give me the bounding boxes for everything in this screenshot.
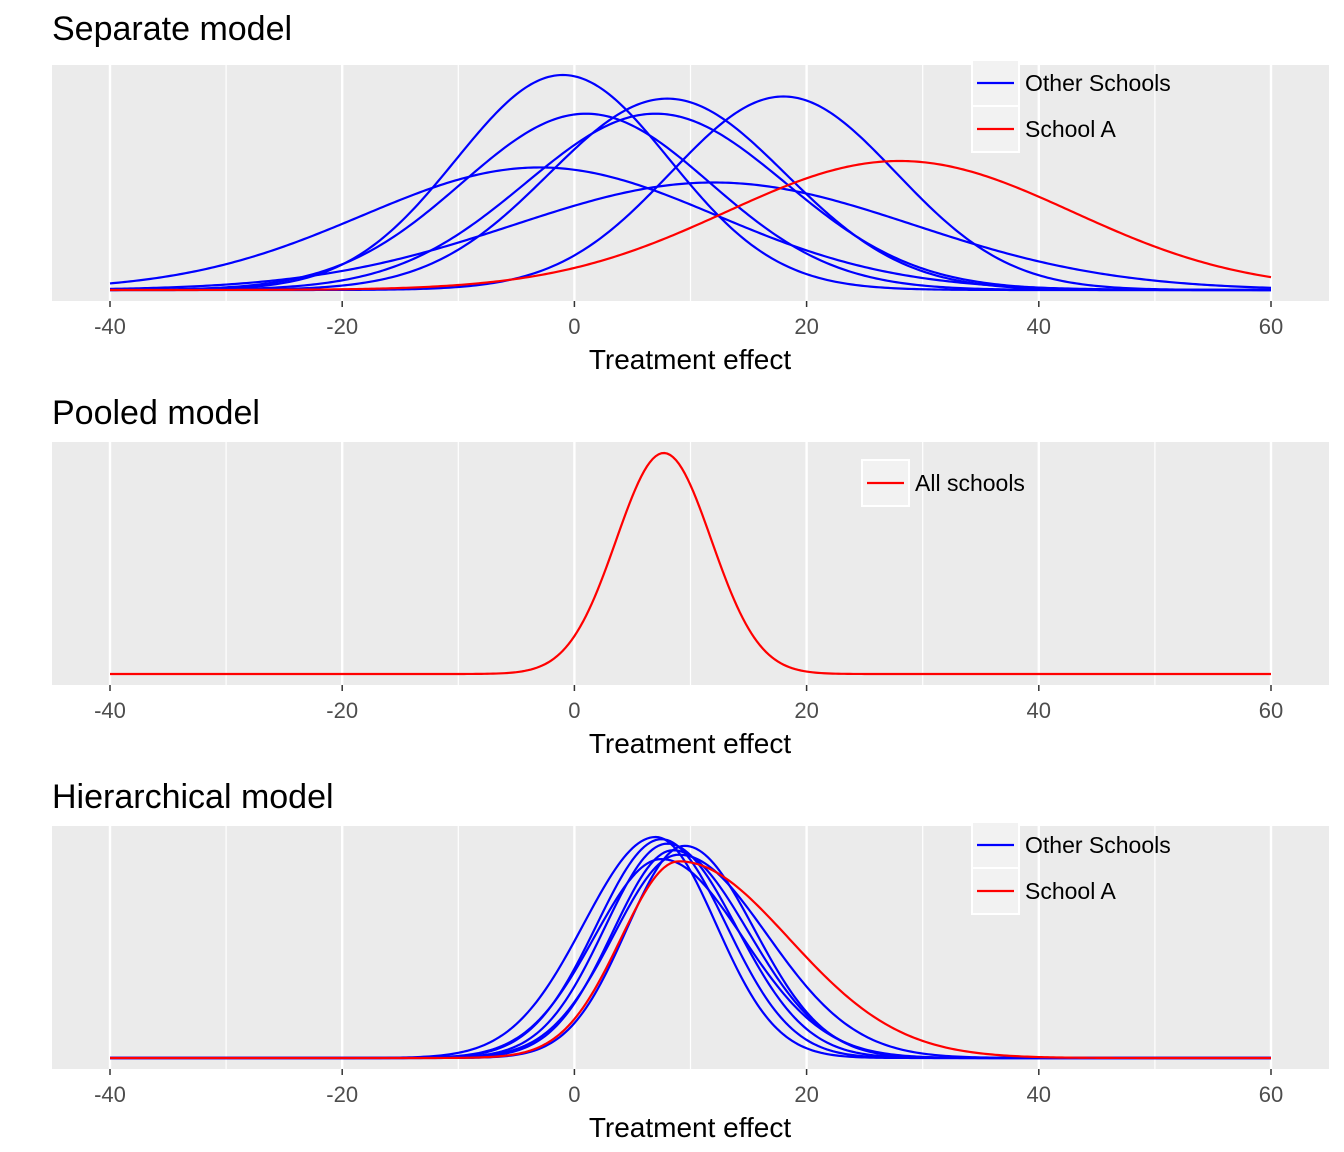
density-curve-other-school	[109, 181, 1272, 290]
x-tick-label: -20	[326, 1082, 358, 1107]
x-tick-label: 0	[568, 1082, 580, 1107]
x-tick-label: 20	[794, 1082, 818, 1107]
panel-hierarchical-model: Hierarchical model -40 -20 0 20 40 60 Treatme…	[52, 778, 1329, 1143]
x-tick-label: 60	[1259, 314, 1283, 339]
legend-label: All schools	[915, 470, 1025, 496]
x-axis-label: Treatment effect	[589, 728, 792, 759]
density-curve-school-a	[110, 860, 1271, 1060]
panel-separate-model: Separate model -40 -20 0 20 40 60 Treatment e…	[52, 10, 1329, 375]
density-curve-school-a	[110, 159, 1272, 292]
x-tick-label: 60	[1259, 1082, 1283, 1107]
x-axis-ticks: -40 -20 0 20 40 60	[94, 685, 1283, 723]
x-axis-label: Treatment effect	[589, 344, 792, 375]
panel-title: Hierarchical model	[52, 778, 334, 816]
grid-lines	[108, 826, 1273, 1069]
x-tick-label: 40	[1027, 698, 1051, 723]
legend: All schools	[861, 459, 1025, 507]
x-tick-label: 0	[568, 698, 580, 723]
panel-title: Separate model	[52, 10, 292, 48]
x-tick-label: 20	[794, 698, 818, 723]
grid-lines	[108, 442, 1273, 685]
x-axis-ticks: -40 -20 0 20 40 60	[94, 301, 1283, 339]
x-tick-label: 40	[1027, 314, 1051, 339]
density-curves	[110, 451, 1271, 676]
x-axis-label: Treatment effect	[589, 1112, 792, 1143]
x-tick-label: -20	[326, 314, 358, 339]
x-tick-label: -20	[326, 698, 358, 723]
x-tick-label: -40	[94, 698, 126, 723]
legend-label: School A	[1025, 878, 1116, 904]
x-tick-label: -40	[94, 314, 126, 339]
x-tick-label: 0	[568, 314, 580, 339]
legend-label: School A	[1025, 116, 1116, 142]
legend-label: Other Schools	[1025, 832, 1171, 858]
x-tick-label: 60	[1259, 698, 1283, 723]
density-curves	[109, 73, 1272, 292]
legend: Other Schools School A	[971, 59, 1171, 153]
x-axis-ticks: -40 -20 0 20 40 60	[94, 1069, 1283, 1107]
panel-title: Pooled model	[52, 394, 260, 432]
x-tick-label: -40	[94, 1082, 126, 1107]
x-tick-label: 20	[794, 314, 818, 339]
panel-pooled-model: Pooled model -40 -20 0 20 40 60 Treatment eff…	[52, 394, 1329, 759]
legend-label: Other Schools	[1025, 70, 1171, 96]
density-curves	[110, 835, 1271, 1060]
legend: Other Schools School A	[971, 821, 1171, 915]
density-curve-all-schools	[110, 451, 1271, 676]
x-tick-label: 40	[1027, 1082, 1051, 1107]
density-curve-other-school	[109, 166, 1271, 292]
